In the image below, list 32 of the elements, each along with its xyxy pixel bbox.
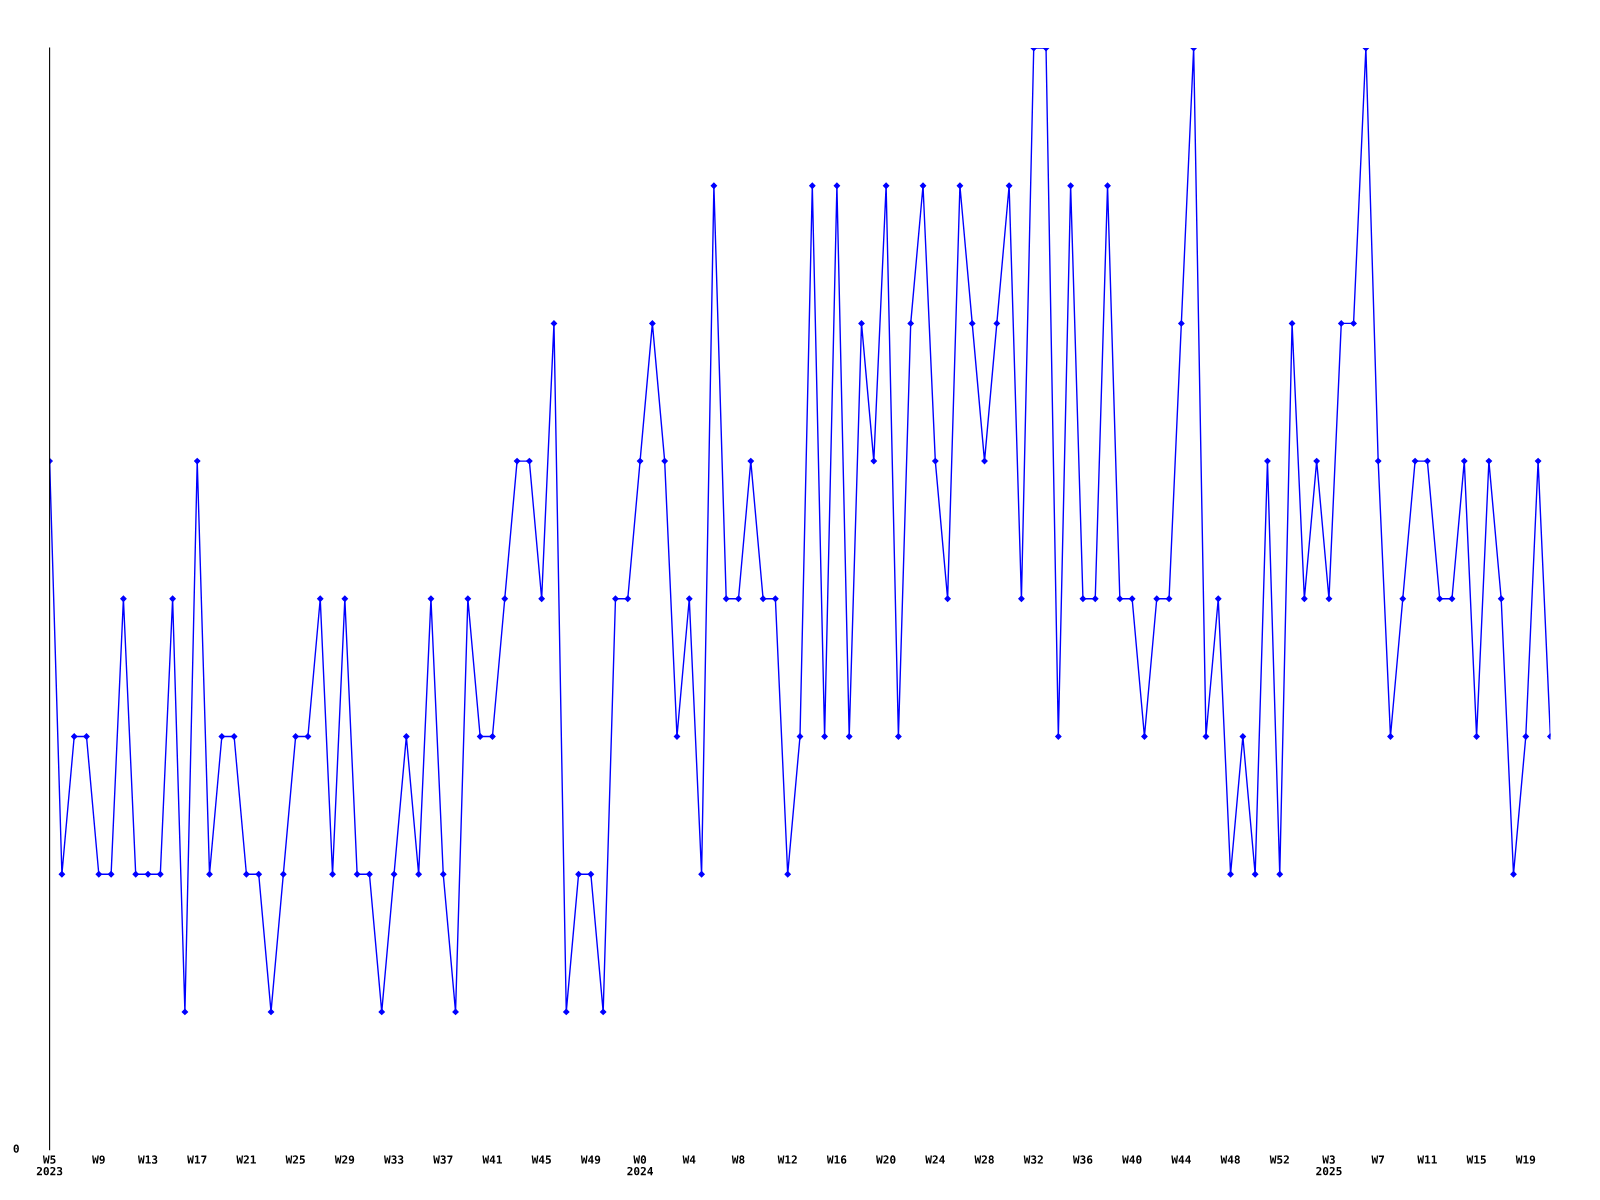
- x-tick-label: W44: [1171, 1155, 1191, 1164]
- x-tick-label: W37: [433, 1155, 453, 1164]
- x-tick-label: W4: [682, 1155, 696, 1164]
- x-tick-label: W36: [1072, 1155, 1093, 1164]
- x-tick-label: W19: [1515, 1155, 1536, 1164]
- x-tick-label: W16: [826, 1155, 847, 1164]
- x-tick-label: W45: [531, 1155, 551, 1164]
- x-tick-label: W40: [1122, 1155, 1142, 1164]
- x-tick-label: W11: [1417, 1155, 1437, 1164]
- x-tick-label: W3 2025: [1316, 1155, 1342, 1176]
- x-tick-label: W20: [876, 1155, 896, 1164]
- x-tick-label: W29: [334, 1155, 355, 1164]
- x-tick-label: W24: [925, 1155, 945, 1164]
- x-tick-label: W25: [285, 1155, 305, 1164]
- x-tick-label: W7: [1371, 1155, 1385, 1164]
- x-tick-label: W5 2023: [36, 1155, 63, 1176]
- x-tick-label: W0 2024: [627, 1155, 653, 1176]
- x-tick-label: W41: [482, 1155, 502, 1164]
- text: 0: [13, 1144, 19, 1153]
- x-tick-label: W17: [187, 1155, 207, 1164]
- x-tick-label: W9: [92, 1155, 105, 1164]
- x-tick-label: W8: [731, 1155, 745, 1164]
- x-tick-label: W32: [1023, 1155, 1043, 1164]
- x-tick-label: W48: [1220, 1155, 1240, 1164]
- x-tick-label: W12: [777, 1155, 797, 1164]
- x-tick-label: W13: [137, 1155, 158, 1164]
- x-tick-label: W15: [1466, 1155, 1486, 1164]
- x-tick-label: W28: [974, 1155, 994, 1164]
- x-tick-label: W33: [384, 1155, 404, 1164]
- x-tick-label: W49: [580, 1155, 601, 1164]
- x-tick-label: W21: [236, 1155, 256, 1164]
- x-tick-label: W52: [1269, 1155, 1289, 1164]
